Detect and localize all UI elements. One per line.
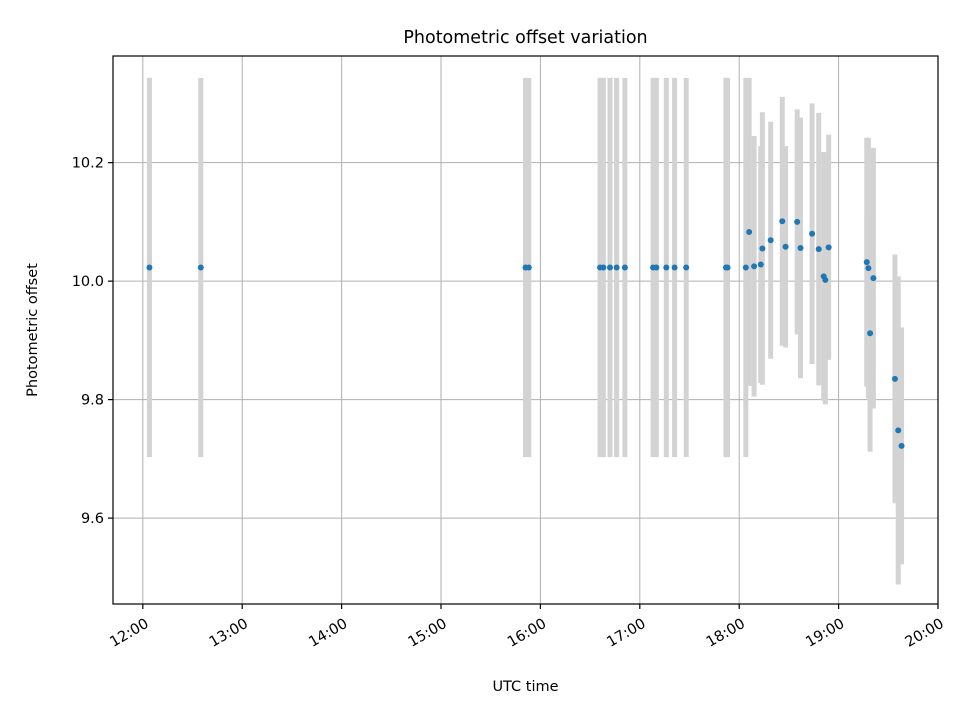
data-point — [606, 264, 613, 271]
data-point — [822, 276, 829, 283]
data-point — [809, 230, 816, 237]
data-point — [671, 264, 678, 271]
data-point — [525, 264, 532, 271]
data-point — [757, 261, 764, 268]
data-point — [724, 264, 731, 271]
data-point — [751, 263, 758, 270]
plot-frame — [112, 55, 939, 605]
data-point — [742, 264, 749, 271]
data-point — [146, 264, 153, 271]
data-point — [600, 264, 607, 271]
x-tick-label: 19:00 — [803, 616, 847, 651]
y-tick-label: 10.2 — [72, 156, 104, 172]
data-point — [653, 264, 660, 271]
data-point — [613, 264, 620, 271]
y-tick-label: 10.0 — [72, 274, 104, 290]
data-point — [779, 218, 786, 225]
x-tick-label: 17:00 — [604, 616, 648, 651]
data-point — [797, 244, 804, 251]
data-point — [621, 264, 628, 271]
data-point — [683, 264, 690, 271]
data-point — [895, 427, 902, 434]
x-tick-label: 12:00 — [107, 616, 151, 651]
data-point — [746, 228, 753, 235]
data-point — [825, 244, 832, 251]
x-tick-label: 16:00 — [505, 616, 549, 651]
data-point — [663, 264, 670, 271]
x-tick-label: 15:00 — [406, 616, 450, 651]
data-point — [782, 243, 789, 250]
data-point — [815, 246, 822, 253]
chart-title: Photometric offset variation — [403, 28, 647, 48]
data-point — [891, 375, 898, 382]
data-point — [794, 218, 801, 225]
data-point — [865, 265, 872, 272]
x-axis-label: UTC time — [492, 679, 558, 695]
data-point — [867, 330, 874, 337]
y-tick-label: 9.8 — [81, 393, 104, 409]
error-bars — [146, 77, 905, 585]
data-point — [863, 259, 870, 266]
x-tick-label: 14:00 — [306, 616, 350, 651]
y-tick-label: 9.6 — [81, 511, 104, 527]
x-axis: 12:00 13:00 14:00 15:00 16:00 17:00 18:00 19:00… — [107, 604, 947, 651]
data-point — [767, 237, 774, 244]
data-point — [870, 275, 877, 282]
y-axis: 9.6 9.8 10.0 10.2 — [72, 156, 113, 527]
data-points — [146, 218, 905, 449]
x-tick-label: 20:00 — [903, 616, 947, 651]
data-point — [759, 245, 766, 252]
data-point — [898, 442, 905, 449]
x-tick-label: 13:00 — [207, 616, 251, 651]
y-axis-label: Photometric offset — [25, 263, 41, 397]
x-tick-label: 18:00 — [704, 616, 748, 651]
data-point — [197, 264, 204, 271]
